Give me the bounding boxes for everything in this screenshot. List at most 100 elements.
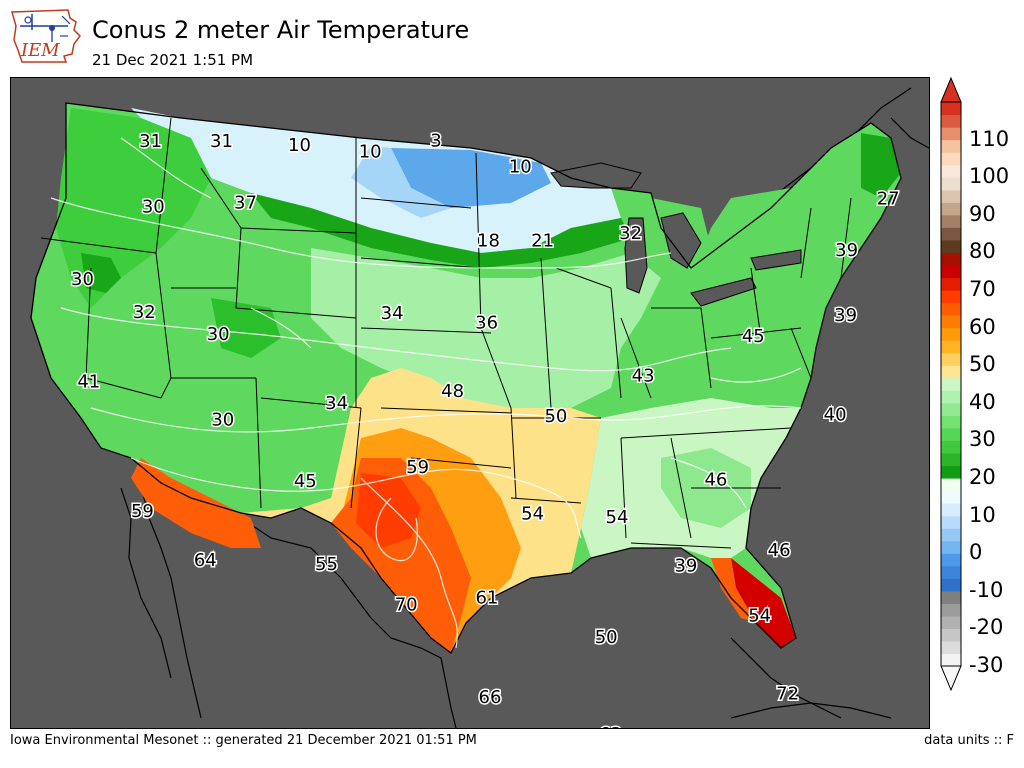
colorbar-tick-label: 10: [969, 502, 996, 527]
red-orange-zone: [131, 458, 261, 548]
temperature-label: 10: [359, 141, 382, 162]
temperature-label: 30: [142, 197, 165, 218]
temperature-fill: [31, 103, 901, 653]
colorbar-tick-label: -20: [969, 615, 1004, 640]
temperature-label: 31: [210, 131, 233, 152]
temperature-labels: 31 31 10 10 3 10 27 30 37 18 21 32 39 30 32 34 36 30 39 45 4…: [70, 129, 902, 728]
colorbar-tick-label: -10: [969, 577, 1004, 602]
colorbar-segment: [941, 102, 961, 116]
temperature-label: 39: [834, 305, 857, 326]
cold-core-light: [351, 146, 451, 218]
temperature-label: 34: [381, 303, 404, 324]
colorbar-tick-label: 90: [969, 201, 996, 226]
colorbar-segment: [941, 578, 961, 592]
isotherm-contours: [50, 137, 802, 649]
footer-units: data units :: F: [924, 733, 1014, 748]
map-canvas: 31 31 10 10 3 10 27 30 37 18 21 32 39 30 32 34 36 30 39 45 4…: [30, 87, 929, 728]
colorbar-segment: [941, 202, 961, 216]
map-title: Conus 2 meter Air Temperature: [92, 16, 470, 44]
colorbar-segment: [941, 653, 961, 667]
temperature-label: 39: [835, 240, 858, 261]
colorbar-segment: [941, 515, 961, 529]
temperature-label: 30: [71, 269, 94, 290]
colorbar-tick-label: 110: [969, 126, 1010, 151]
colorbar-segment: [941, 177, 961, 191]
west-core: [81, 253, 121, 293]
temperature-label: 46: [704, 470, 727, 491]
temperature-label: 61: [475, 588, 498, 609]
colorbar-segment: [941, 352, 961, 366]
temperature-label: 45: [742, 326, 765, 347]
lake-superior: [550, 162, 642, 189]
colorbar-tick-label: 80: [969, 239, 996, 264]
logo-text: IEM: [20, 40, 60, 61]
colorbar-segment: [941, 490, 961, 504]
temperature-label: 41: [77, 372, 100, 393]
colorbar-tick-label: 30: [969, 427, 996, 452]
colorbar-segment: [941, 290, 961, 304]
lake-erie: [690, 277, 757, 307]
colorbar-segment: [941, 415, 961, 429]
temperature-map: 31 31 10 10 3 10 27 30 37 18 21 32 39 30 32 34 36 30 39 45 4…: [10, 77, 930, 729]
colorbar-segment: [941, 277, 961, 291]
colorbar-segment: [941, 315, 961, 329]
temperature-label: 10: [509, 157, 532, 178]
temperature-label: 72: [776, 684, 799, 705]
temperature-label: 39: [674, 556, 697, 577]
colorbar-segment: [941, 139, 961, 153]
colorbar-segment: [941, 440, 961, 454]
temperature-label: 21: [531, 230, 554, 251]
colorbar-segment: [941, 553, 961, 567]
temperature-label: 70: [395, 595, 418, 616]
colorbar-segment: [941, 565, 961, 579]
florida-orange: [711, 558, 756, 623]
colorbar-segment: [941, 503, 961, 517]
colorbar-segment: [941, 164, 961, 178]
temperature-label: 50: [595, 627, 618, 648]
temperature-label: 59: [131, 501, 154, 522]
florida-red: [731, 558, 796, 648]
temperature-label: 30: [207, 324, 230, 345]
colorbar-segment: [941, 302, 961, 316]
temperature-label: 40: [824, 404, 847, 425]
temperature-label: 64: [194, 550, 217, 571]
temperature-label: 55: [315, 554, 338, 575]
colorbar-segment: [941, 427, 961, 441]
colorbar-segment: [941, 127, 961, 141]
temperature-label: 30: [211, 410, 234, 431]
texas-hot-core: [356, 473, 421, 548]
temperature-label: 66: [479, 687, 502, 708]
very-cold-core: [391, 148, 551, 208]
temperature-label: 18: [477, 231, 500, 252]
colorbar-segment: [941, 214, 961, 228]
colorbar-tick-label: 100: [969, 164, 1010, 189]
temperature-label: 43: [632, 366, 655, 387]
colorbar-tick-label: 0: [969, 540, 983, 565]
colorbar-tick-label: 60: [969, 314, 996, 339]
temperature-label: 63: [599, 724, 622, 728]
colorbar-segment: [941, 152, 961, 166]
state-borders: [30, 102, 902, 654]
colorbar-segment: [941, 615, 961, 629]
footer-credit: Iowa Environmental Mesonet :: generated …: [10, 733, 477, 748]
temperature-label: 59: [406, 457, 429, 478]
temperature-label: 54: [748, 606, 771, 627]
temperature-label: 50: [544, 406, 567, 427]
map-timestamp: 21 Dec 2021 1:51 PM: [92, 51, 254, 69]
colorbar-segment: [941, 189, 961, 203]
colorbar-segment: [941, 465, 961, 479]
northeast-green: [691, 133, 896, 348]
colorbar-segment: [941, 478, 961, 492]
temperature-label: 45: [294, 471, 317, 492]
colorbar-segment: [941, 114, 961, 128]
utah-core: [211, 298, 281, 358]
great-lakes: [550, 162, 802, 307]
colorbar-segment: [941, 264, 961, 279]
temperature-label: 36: [475, 312, 498, 333]
colorbar-tick-label: -30: [969, 653, 1004, 677]
temperature-label: 54: [606, 507, 629, 528]
temperature-label: 54: [521, 503, 544, 524]
temperature-label: 3: [430, 131, 441, 152]
colorbar-segment: [941, 540, 961, 554]
green-ridge: [251, 193, 631, 268]
